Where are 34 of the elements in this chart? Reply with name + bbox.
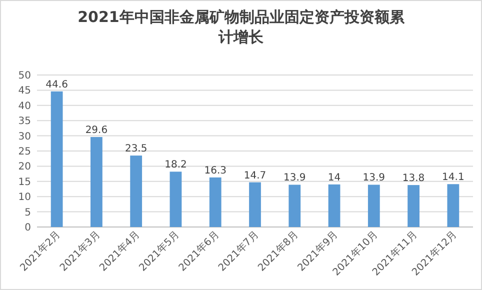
y-tick-label: 25 <box>18 146 31 158</box>
data-label: 29.6 <box>85 125 108 136</box>
y-tick-label: 50 <box>18 70 31 82</box>
data-label: 16.3 <box>204 165 226 176</box>
data-label: 18.2 <box>164 160 187 171</box>
bar <box>288 184 301 227</box>
bar <box>50 91 63 227</box>
y-tick-label: 40 <box>18 100 31 112</box>
chart-title: 2021年中国非金属矿物制品业固定资产投资额累计增长 <box>76 7 406 47</box>
data-label: 14.7 <box>244 170 266 182</box>
y-tick-label: 0 <box>24 222 31 234</box>
data-label: 14.1 <box>442 172 464 184</box>
bar <box>209 177 222 227</box>
bar <box>170 172 182 227</box>
y-tick-label: 5 <box>24 207 31 218</box>
data-label: 14 <box>328 172 341 184</box>
data-label: 13.9 <box>362 172 386 184</box>
data-label: 23.5 <box>124 144 148 155</box>
bar <box>249 182 261 227</box>
bar <box>90 137 102 227</box>
y-tick-label: 15 <box>18 176 31 188</box>
y-tick-label: 10 <box>18 192 31 204</box>
y-tick-label: 45 <box>18 86 31 97</box>
bar <box>447 184 460 227</box>
y-tick-label: 20 <box>18 162 31 173</box>
bar <box>328 184 340 227</box>
bar <box>408 185 420 227</box>
bar <box>130 156 142 227</box>
data-label: 13.9 <box>284 172 306 184</box>
y-tick-label: 35 <box>18 116 31 128</box>
bar <box>368 184 380 227</box>
data-label: 13.8 <box>402 173 425 184</box>
y-tick-label: 30 <box>18 131 31 142</box>
data-label: 44.6 <box>46 79 68 90</box>
